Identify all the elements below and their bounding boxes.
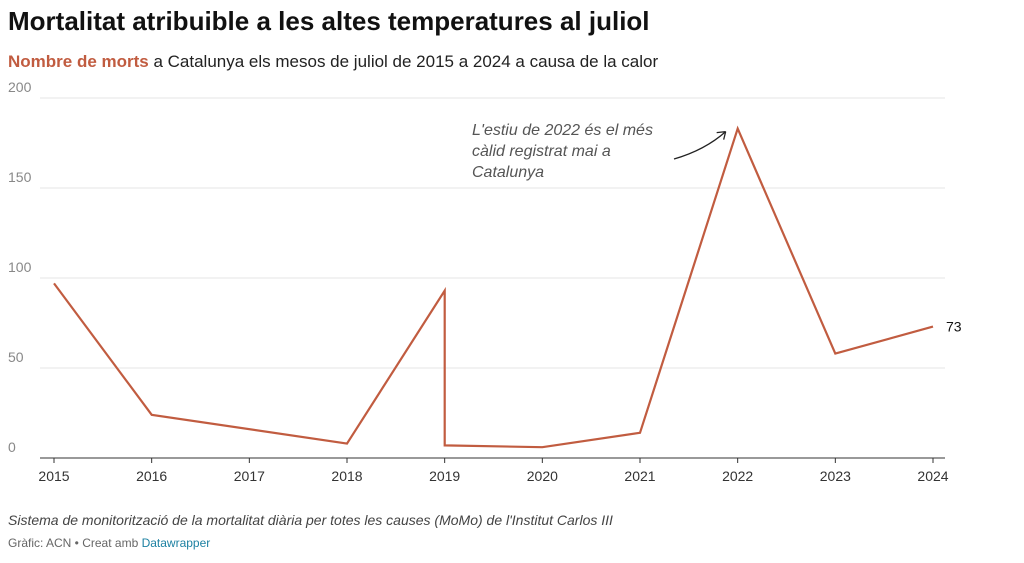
- x-tick-label-2018: 2018: [331, 468, 362, 484]
- x-tick-label-2021: 2021: [624, 468, 655, 484]
- y-axis-ticks: 0 50 100 150 200: [8, 80, 32, 455]
- x-tick-label-2017: 2017: [234, 468, 265, 484]
- chart-subtitle: Nombre de morts a Catalunya els mesos de…: [8, 52, 658, 72]
- x-tick-label-2016: 2016: [136, 468, 167, 484]
- series-layer: 73: [53, 125, 962, 449]
- credit-prefix: Gràfic: ACN • Creat amb: [8, 536, 142, 550]
- subtitle-highlight: Nombre de morts: [8, 52, 149, 71]
- annotation-arrow: [673, 131, 727, 160]
- source-note: Sistema de monitorització de la mortalit…: [8, 512, 613, 528]
- y-tick-label-150: 150: [8, 169, 32, 185]
- credit-line: Gràfic: ACN • Creat amb Datawrapper: [8, 536, 210, 550]
- x-tick-label-2023: 2023: [820, 468, 851, 484]
- x-tick-label-2015: 2015: [38, 468, 69, 484]
- end-value-label: 73: [946, 319, 962, 335]
- gridlines: [40, 97, 945, 459]
- annotation-line-3: Catalunya: [472, 164, 544, 181]
- y-tick-label-200: 200: [8, 80, 32, 95]
- x-axis-ticks: 2015 2016 2017 2018 2019 2020 2021 2022 2023 2024: [38, 458, 949, 484]
- annotation-layer: L'estiu de 2022 és el més càlid registrat…: [472, 122, 727, 181]
- y-tick-label-100: 100: [8, 259, 32, 275]
- x-tick-label-2020: 2020: [527, 468, 558, 484]
- x-tick-label-2022: 2022: [722, 468, 753, 484]
- annotation-line-2: càlid registrat mai a: [472, 143, 611, 160]
- series-line-0: [53, 125, 934, 449]
- annotation-arrowhead: [716, 130, 727, 140]
- x-tick-label-2019: 2019: [429, 468, 460, 484]
- y-tick-label-50: 50: [8, 349, 24, 365]
- line-chart: 0 50 100 150 200 2015 2016 2017 2018 2019 2020 202…: [8, 80, 962, 484]
- datawrapper-link[interactable]: Datawrapper: [141, 536, 211, 550]
- annotation-line-1: L'estiu de 2022 és el més: [472, 122, 653, 139]
- subtitle-text: a Catalunya els mesos de juliol de 2015 …: [148, 52, 659, 71]
- y-tick-label-0: 0: [8, 439, 16, 455]
- x-tick-label-2024: 2024: [917, 468, 948, 484]
- chart-title: Mortalitat atribuible a les altes temper…: [8, 6, 650, 36]
